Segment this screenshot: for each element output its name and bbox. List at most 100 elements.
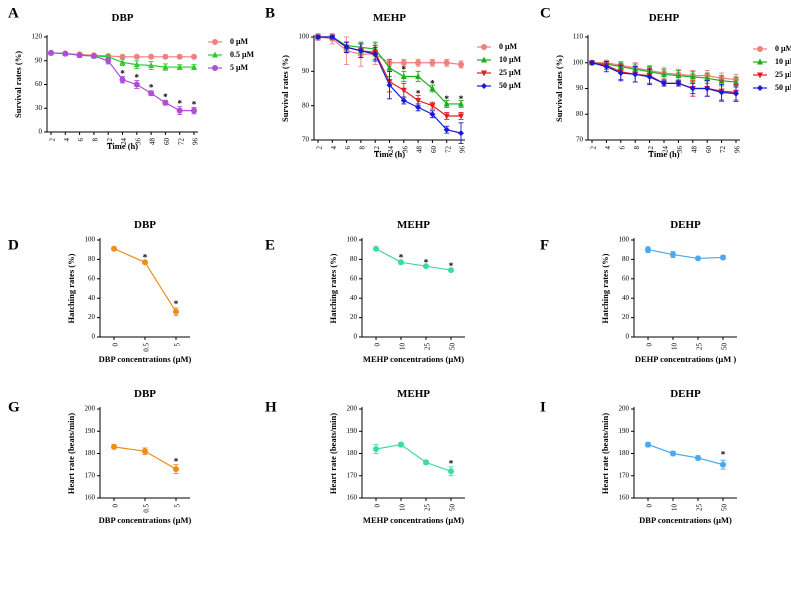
- data-point: [733, 90, 739, 97]
- data-point: [133, 61, 140, 68]
- data-point: [357, 47, 364, 54]
- x-axis-label: DBP concentrations (μM): [99, 354, 192, 364]
- x-tick-label: 0: [112, 343, 120, 347]
- data-point: [423, 263, 429, 270]
- y-tick-label: 40: [350, 294, 358, 302]
- x-tick-label: 50: [449, 504, 457, 512]
- significance-star: *: [424, 257, 429, 267]
- data-point: [448, 267, 454, 274]
- y-tick-label: 80: [302, 101, 310, 109]
- y-tick-label: 70: [576, 136, 584, 144]
- legend-label: 50 μM: [499, 81, 522, 90]
- legend: 0 μM 10 μM 25 μM 50 μM: [753, 44, 791, 92]
- data-point: [670, 251, 676, 258]
- y-tick-label: 30: [35, 104, 43, 112]
- data-point: [191, 63, 197, 70]
- x-tick-label: 24: [120, 138, 128, 146]
- x-axis-label: MEHP concentrations (μM): [363, 515, 464, 525]
- x-tick-label: 48: [690, 146, 698, 154]
- y-tick-label: 200: [347, 405, 358, 413]
- legend: 0 μM 0.5 μM 5 μM: [208, 37, 255, 72]
- x-tick-label: 24: [387, 146, 395, 154]
- x-tick-label: 10: [671, 343, 679, 351]
- data-point: [458, 100, 464, 107]
- significance-star: *: [416, 89, 421, 99]
- x-tick-label: 36: [134, 138, 142, 146]
- legend-swatch-marker: [481, 56, 487, 63]
- data-point: [695, 255, 701, 262]
- data-point: [646, 73, 653, 80]
- x-tick-label: 0.5: [143, 343, 151, 352]
- data-point: [689, 85, 696, 92]
- y-tick-label: 20: [350, 313, 358, 321]
- x-tick-label: 50: [721, 504, 729, 512]
- data-point: [400, 87, 407, 94]
- significance-star: *: [192, 99, 197, 109]
- y-axis-label: Heart rate (beats/min): [328, 413, 338, 494]
- data-point: [105, 57, 112, 64]
- series-1: [111, 443, 179, 474]
- x-tick-label: 0: [374, 343, 382, 347]
- y-tick-label: 110: [573, 33, 584, 41]
- y-tick-label: 60: [35, 80, 43, 88]
- x-tick-label: 50: [721, 343, 729, 351]
- y-tick-label: 80: [622, 255, 630, 263]
- panel-d: D DBP 0 20 40 60 80 100 0 0.5 5 DBP concentrations …: [8, 219, 191, 364]
- data-point: [718, 89, 725, 96]
- data-point: [443, 126, 450, 133]
- legend-swatch-marker: [481, 70, 487, 77]
- x-axis-label: Time (h): [374, 149, 405, 159]
- panel-g: G DBP 160 170 180 190 200 0 0.5 5 DBP concentratio…: [8, 388, 191, 525]
- data-point: [343, 44, 350, 51]
- x-tick-label: 50: [449, 343, 457, 351]
- panel-f: F DEHP 0 20 40 60 80 100 0 10 25 50 DEHP concentrati…: [540, 219, 737, 364]
- legend-label: 5 μM: [230, 63, 249, 72]
- data-point: [720, 254, 726, 261]
- y-axis-label: Heart rate (beats/min): [600, 413, 610, 494]
- panel-i: I DEHP 160 170 180 190 200 0 10 25 50 DBP concentra…: [540, 388, 737, 525]
- y-tick-label: 0: [626, 333, 630, 341]
- significance-star: *: [143, 252, 148, 262]
- series-line: [375, 443, 452, 472]
- data-point: [148, 62, 155, 68]
- significance-star: *: [174, 456, 179, 466]
- series-1: [645, 246, 726, 262]
- x-axis-label: DBP concentrations (μM): [639, 515, 732, 525]
- data-point: [173, 466, 179, 473]
- y-tick-label: 180: [85, 449, 96, 457]
- y-tick-label: 190: [347, 427, 358, 435]
- data-point: [448, 468, 454, 475]
- significance-star: *: [402, 65, 407, 75]
- x-tick-label: 2: [316, 146, 324, 150]
- panel-title: DBP: [134, 219, 156, 231]
- series-1: [373, 441, 454, 477]
- data-point: [386, 82, 393, 89]
- legend-label: 0 μM: [230, 37, 249, 46]
- significance-star: *: [399, 252, 404, 262]
- y-tick-label: 190: [619, 427, 630, 435]
- significance-star: *: [120, 68, 125, 78]
- y-axis-label: Heart rate (beats/min): [66, 413, 76, 494]
- x-tick-label: 5: [174, 504, 182, 508]
- data-point: [398, 259, 404, 266]
- x-tick-label: 12: [647, 146, 655, 154]
- data-point: [119, 76, 126, 83]
- data-point: [48, 49, 54, 56]
- x-axis-label: DEHP concentrations (μM ): [635, 354, 737, 364]
- y-tick-label: 160: [619, 494, 630, 502]
- significance-star: *: [177, 99, 182, 109]
- y-axis-label: Hatching rates (%): [66, 253, 76, 323]
- legend-swatch-marker: [481, 83, 487, 89]
- data-point: [443, 113, 450, 120]
- y-tick-label: 180: [619, 449, 630, 457]
- x-tick-label: 12: [373, 146, 381, 154]
- legend-label: 0.5 μM: [230, 50, 255, 59]
- data-point: [133, 81, 140, 88]
- series-1: [48, 49, 197, 60]
- x-tick-label: 0: [646, 343, 654, 347]
- series-4: [589, 59, 739, 102]
